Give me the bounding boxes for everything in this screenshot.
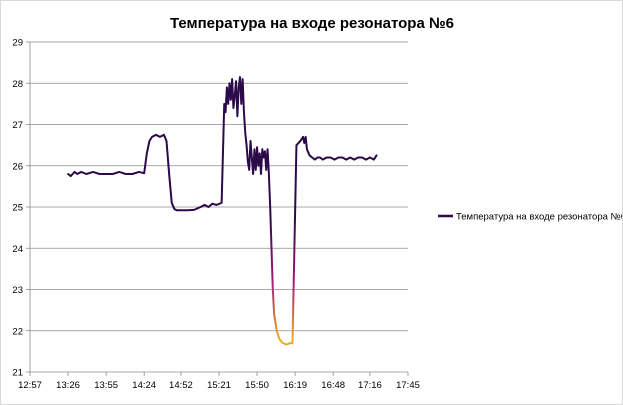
y-tick-label: 21 bbox=[12, 368, 23, 379]
y-tick-label: 29 bbox=[12, 38, 23, 49]
series-line bbox=[67, 76, 378, 346]
x-tick-label: 17:16 bbox=[358, 380, 382, 391]
y-tick-label: 27 bbox=[12, 120, 23, 131]
y-tick-label: 24 bbox=[12, 244, 23, 255]
series-group bbox=[67, 76, 378, 346]
y-tick-label: 25 bbox=[12, 203, 23, 214]
y-tick-label: 26 bbox=[12, 161, 23, 172]
y-tick-label: 28 bbox=[12, 79, 23, 90]
x-tick-label: 13:26 bbox=[56, 380, 80, 391]
x-tick-label: 13:55 bbox=[94, 380, 118, 391]
x-tick-label: 16:19 bbox=[283, 380, 307, 391]
x-tick-label: 14:52 bbox=[169, 380, 193, 391]
chart-title: Температура на входе резонатора №6 bbox=[170, 15, 454, 32]
x-tick-label: 14:24 bbox=[132, 380, 156, 391]
x-tick-label: 17:45 bbox=[396, 380, 420, 391]
y-tick-label: 22 bbox=[12, 326, 23, 337]
y-tick-label: 23 bbox=[12, 285, 23, 296]
x-tick-label: 15:50 bbox=[245, 380, 269, 391]
gridlines bbox=[30, 41, 408, 332]
x-tick-label: 12:57 bbox=[18, 380, 42, 391]
x-tick-label: 16:48 bbox=[321, 380, 345, 391]
x-tick-label: 15:21 bbox=[207, 380, 231, 391]
legend: Температура на входе резонатора №6 bbox=[438, 212, 622, 223]
legend-label: Температура на входе резонатора №6 bbox=[456, 212, 622, 223]
axes: 21 22 23 24 25 26 27 28 29 12:57 13:26 13:55 14:24 14… bbox=[12, 38, 419, 392]
